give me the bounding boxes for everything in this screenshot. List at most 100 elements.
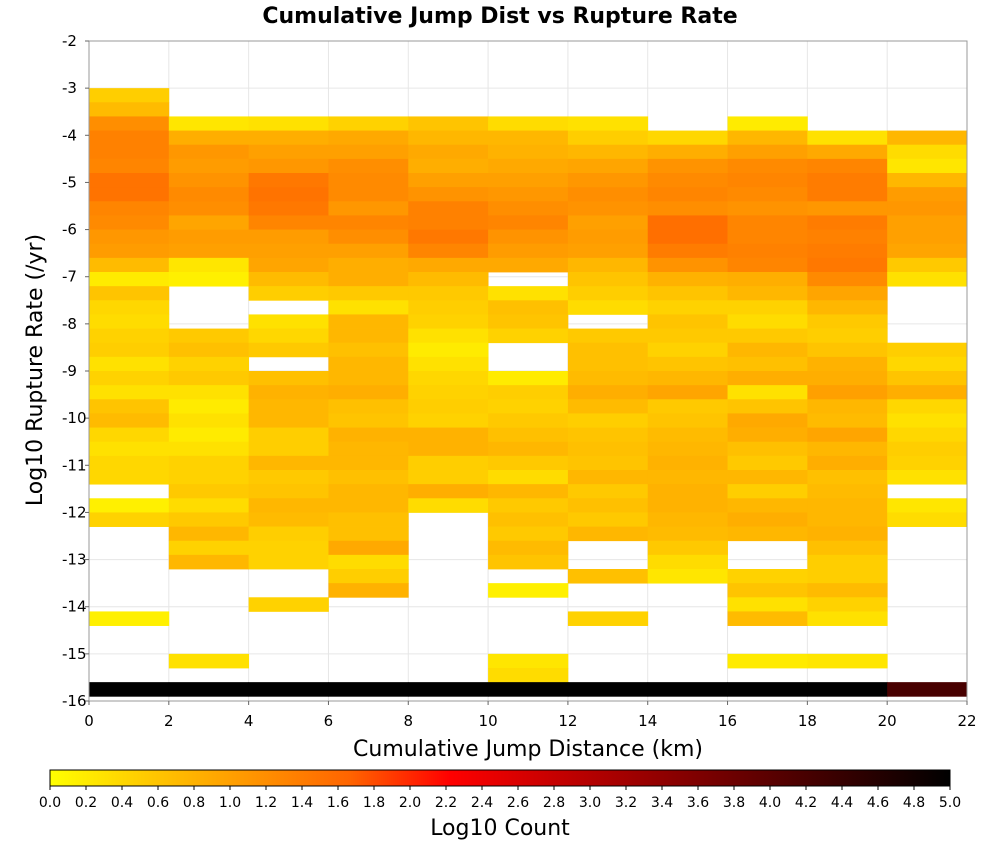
colorbar-tick-label: 3.2: [615, 795, 637, 811]
heatmap-cell: [807, 130, 888, 146]
heatmap-cell: [887, 144, 968, 160]
heatmap-cell: [248, 130, 329, 146]
heatmap-cell: [168, 399, 250, 414]
heatmap-cell: [727, 243, 808, 259]
heatmap-cell: [89, 201, 170, 216]
heatmap-cell: [328, 427, 409, 443]
heatmap-cell: [727, 328, 808, 344]
heatmap-cell: [727, 484, 808, 499]
heatmap-cell: [567, 470, 649, 485]
colorbar-tick-label: 5.0: [939, 795, 961, 811]
x-axis-label: Cumulative Jump Distance (km): [353, 737, 703, 762]
heatmap-cell: [89, 427, 170, 443]
colorbar-tick-label: 1.0: [219, 795, 241, 811]
heatmap-cell: [647, 427, 728, 443]
heatmap-cell: [567, 173, 649, 188]
y-tick-label: -14: [62, 598, 87, 616]
heatmap-cell: [168, 413, 250, 428]
heatmap-cell: [328, 243, 409, 259]
heatmap-cell: [168, 342, 250, 358]
heatmap-cell: [89, 215, 170, 230]
heatmap-cell: [567, 144, 649, 160]
heatmap-cell: [89, 243, 170, 259]
heatmap-cell: [647, 130, 728, 146]
heatmap-cell: [168, 173, 250, 188]
heatmap-cell: [887, 201, 968, 216]
heatmap-cell: [887, 342, 968, 358]
heatmap-cell: [89, 272, 170, 287]
colorbar-tick-label: 0.2: [75, 795, 97, 811]
heatmap-cell: [887, 371, 968, 386]
heatmap-cell: [328, 201, 409, 216]
heatmap-cell: [168, 328, 250, 344]
heatmap-cell: [807, 300, 888, 315]
heatmap-cell: [488, 243, 569, 259]
heatmap-cell: [807, 441, 888, 457]
heatmap-cell: [488, 583, 569, 598]
heatmap-cell: [807, 158, 888, 174]
heatmap-cell: [408, 682, 489, 697]
heatmap-cell: [567, 484, 649, 499]
heatmap-cell: [647, 144, 728, 160]
heatmap-cell: [647, 682, 728, 697]
heatmap-cell: [727, 187, 808, 202]
heatmap-cell: [727, 215, 808, 230]
heatmap-cell: [248, 201, 329, 216]
heatmap-cell: [248, 342, 329, 358]
heatmap-cell: [248, 187, 329, 202]
heatmap-cell: [328, 173, 409, 188]
heatmap-cell: [408, 342, 489, 358]
heatmap-cell: [647, 470, 728, 485]
heatmap-cell: [89, 413, 170, 428]
heatmap-cell: [807, 470, 888, 485]
heatmap-cell: [328, 144, 409, 160]
heatmap-cell: [887, 413, 968, 428]
heatmap-cell: [408, 371, 489, 386]
heatmap-cell: [408, 243, 489, 259]
heatmap-cell: [89, 385, 170, 400]
heatmap-cell: [647, 569, 728, 584]
colorbar-tick-label: 4.4: [831, 795, 853, 811]
y-tick-label: -8: [62, 315, 77, 333]
heatmap-cell: [89, 187, 170, 202]
heatmap-cell: [89, 611, 170, 626]
heatmap-cell: [168, 243, 250, 259]
heatmap-cell: [248, 173, 329, 188]
heatmap-cell: [248, 682, 329, 697]
x-tick-label: 2: [164, 712, 174, 730]
heatmap-cell: [647, 314, 728, 329]
heatmap-cell: [248, 413, 329, 428]
heatmap-cell: [727, 116, 808, 131]
heatmap-cell: [567, 682, 649, 697]
heatmap-cell: [488, 371, 569, 386]
heatmap-cell: [408, 173, 489, 188]
heatmap-cell: [887, 385, 968, 400]
heatmap-cell: [567, 371, 649, 386]
heatmap-cell: [807, 512, 888, 527]
heatmap-cell: [488, 526, 569, 542]
heatmap-cell: [727, 286, 808, 301]
heatmap-cell: [328, 286, 409, 301]
heatmap-cell: [328, 356, 409, 372]
colorbar-tick-label: 1.6: [327, 795, 349, 811]
heatmap-cell: [408, 144, 489, 160]
heatmap-cell: [807, 569, 888, 584]
heatmap-cell: [488, 144, 569, 160]
heatmap-cell: [488, 441, 569, 457]
heatmap-cell: [727, 470, 808, 485]
y-tick-label: -3: [62, 79, 77, 97]
heatmap-cell: [168, 455, 250, 471]
heatmap-cell: [248, 371, 329, 386]
heatmap-cell: [727, 441, 808, 457]
heatmap-cell: [887, 187, 968, 202]
heatmap-cell: [727, 583, 808, 598]
heatmap-cell: [807, 371, 888, 386]
heatmap-cell: [248, 314, 329, 329]
heatmap-cell: [89, 257, 170, 273]
heatmap-cell: [408, 314, 489, 329]
heatmap-cell: [887, 158, 968, 174]
heatmap-cell: [488, 173, 569, 188]
heatmap-cell: [408, 413, 489, 428]
heatmap-cell: [807, 498, 888, 513]
heatmap-cell: [647, 257, 728, 273]
